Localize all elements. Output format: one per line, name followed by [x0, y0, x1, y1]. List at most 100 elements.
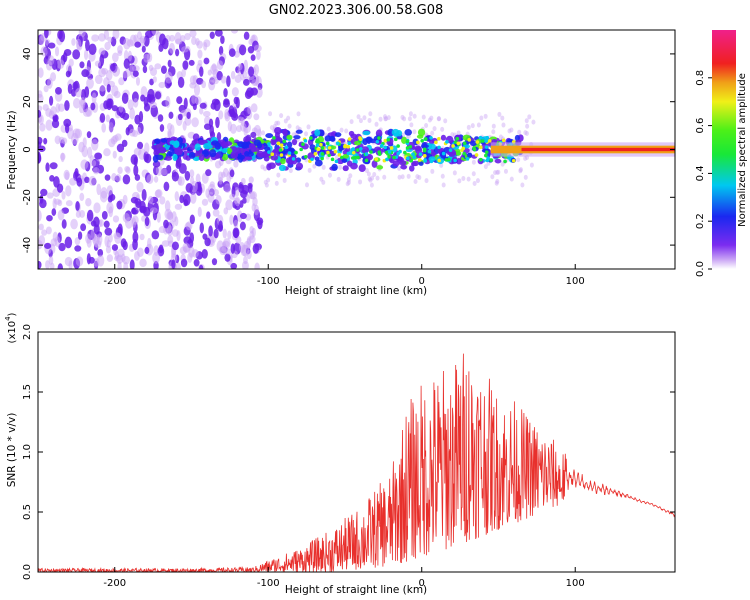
- haze-blob: [429, 115, 434, 121]
- noise-blob: [57, 263, 63, 269]
- noise-blob: [238, 183, 245, 194]
- noise-blob: [136, 181, 144, 193]
- noise-blob: [106, 254, 114, 263]
- noise-blob: [223, 207, 229, 215]
- noise-blob: [91, 92, 97, 104]
- noise-blob: [163, 181, 170, 192]
- core-dot: [409, 158, 414, 163]
- haze-blob: [304, 182, 309, 188]
- signal-blob: [404, 129, 413, 136]
- noise-blob: [75, 210, 82, 218]
- noise-blob: [45, 119, 53, 131]
- noise-blob: [151, 30, 160, 36]
- y-tick-label: 40: [22, 48, 33, 61]
- signal-blob: [341, 158, 348, 163]
- noise-blob: [58, 103, 65, 112]
- haze-blob: [382, 174, 387, 180]
- haze-blob: [266, 177, 271, 183]
- noise-blob: [101, 123, 107, 133]
- haze-blob: [421, 114, 426, 120]
- haze-blob: [476, 122, 481, 128]
- core-dot: [279, 153, 284, 157]
- haze-blob: [400, 114, 405, 120]
- noise-blob: [192, 103, 197, 111]
- signal-blob: [270, 154, 279, 161]
- haze-blob: [384, 116, 389, 122]
- haze-blob: [397, 174, 402, 180]
- noise-blob: [203, 123, 212, 130]
- core-dot: [479, 157, 483, 162]
- noise-blob: [49, 162, 58, 170]
- figure-title: GN02.2023.306.00.58.G08: [269, 3, 444, 18]
- noise-blob: [82, 108, 91, 117]
- haze-blob: [358, 118, 363, 124]
- snr-x-ticks: -200 -100 0 100: [103, 567, 585, 589]
- core-dot: [272, 136, 276, 140]
- core-dot: [406, 156, 410, 161]
- haze-blob: [527, 114, 532, 120]
- noise-blob: [165, 96, 171, 108]
- noise-blob: [67, 83, 73, 95]
- noise-blob: [84, 176, 90, 183]
- noise-blob: [117, 261, 122, 269]
- noise-blob: [61, 219, 67, 229]
- signal-blob: [414, 145, 422, 152]
- core-dot: [383, 145, 388, 150]
- signal-blob: [164, 156, 173, 161]
- haze-blob: [276, 120, 281, 126]
- signal-blob: [174, 146, 183, 155]
- core-dot: [343, 143, 347, 148]
- noise-blob: [151, 230, 160, 240]
- noise-blob: [75, 201, 80, 211]
- signal-blob: [396, 130, 403, 137]
- noise-blob: [252, 243, 260, 254]
- core-dot: [351, 150, 356, 155]
- signal-blob: [295, 129, 303, 134]
- noise-blob: [125, 166, 131, 174]
- noise-blob: [122, 174, 131, 185]
- noise-blob: [242, 78, 250, 86]
- noise-blob: [222, 228, 227, 239]
- noise-blob: [222, 99, 230, 108]
- signal-blob: [400, 164, 408, 170]
- core-dot: [396, 151, 400, 156]
- haze-blob: [518, 167, 523, 173]
- y-tick-label: 1.5: [22, 384, 33, 400]
- noise-blob: [197, 206, 202, 218]
- noise-blob: [103, 220, 110, 228]
- haze-blob: [348, 173, 353, 179]
- core-dot: [416, 140, 420, 145]
- core-dot: [334, 159, 339, 164]
- core-dot: [377, 150, 382, 154]
- core-dot: [503, 159, 507, 164]
- noise-blob: [91, 160, 97, 167]
- haze-blob: [424, 122, 429, 128]
- noise-blob: [91, 138, 99, 151]
- noise-blob: [181, 46, 189, 53]
- noise-blob: [65, 185, 72, 197]
- haze-blob: [507, 128, 512, 134]
- core-dot: [429, 136, 433, 140]
- noise-blob: [141, 45, 146, 53]
- signal-blob: [334, 132, 342, 138]
- noise-blob: [92, 167, 100, 175]
- core-dot: [327, 146, 332, 150]
- noise-blob: [167, 211, 174, 221]
- noise-blob: [161, 240, 170, 247]
- haze-blob: [356, 114, 361, 120]
- noise-blob: [253, 44, 262, 52]
- noise-blob: [193, 259, 200, 267]
- noise-blob: [63, 169, 70, 180]
- noise-blob: [247, 184, 253, 194]
- noise-blob: [250, 103, 258, 113]
- haze-blob: [509, 127, 514, 133]
- noise-blob: [74, 87, 83, 98]
- signal-blob: [420, 144, 429, 149]
- haze-blob: [523, 130, 528, 136]
- noise-blob: [146, 173, 154, 185]
- core-dot: [405, 139, 410, 144]
- noise-blob: [133, 164, 139, 177]
- noise-blob: [46, 192, 54, 199]
- core-dot: [423, 158, 427, 162]
- core-dot: [453, 158, 457, 163]
